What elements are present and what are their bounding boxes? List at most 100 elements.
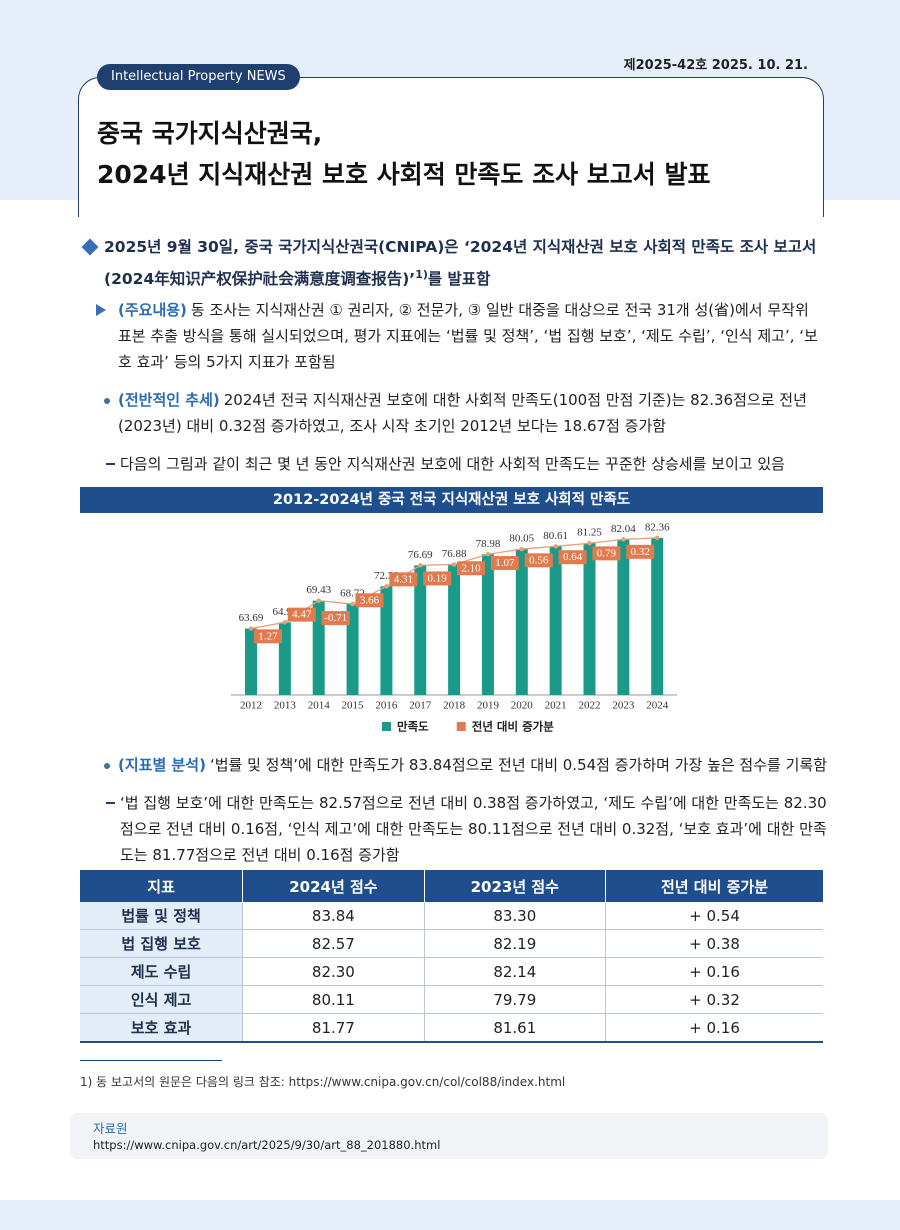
data-label: 76.69 xyxy=(408,549,433,561)
data-label: 78.98 xyxy=(476,538,501,550)
table-cell: 법 집행 보호 xyxy=(80,929,243,958)
bar xyxy=(380,586,393,695)
data-label: 76.88 xyxy=(442,548,467,560)
trend-point xyxy=(621,537,626,542)
table-row: 법률 및 정책 83.84 83.30 + 0.54 xyxy=(80,902,823,930)
bullet-item: (지표별 분석) ‘법률 및 정책’에 대한 만족도가 83.84점으로 전년 대… xyxy=(92,752,827,778)
table-cell: + 0.32 xyxy=(605,985,823,1014)
table-cell: 82.57 xyxy=(242,929,425,958)
bullet-item: (전반적인 추세) 2024년 전국 지식재산권 보호에 대한 사회적 만족도(1… xyxy=(92,387,827,439)
source-url: https://www.cnipa.gov.cn/art/2025/9/30/a… xyxy=(93,1138,441,1152)
legend-swatch xyxy=(456,722,466,731)
data-label: 82.04 xyxy=(611,523,636,535)
table-cell: 법률 및 정책 xyxy=(80,902,243,930)
increment-box xyxy=(423,571,452,586)
increment-label: 1.27 xyxy=(258,630,278,642)
bullet-text: 동 조사는 지식재산권 ① 권리자, ② 전문가, ③ 일반 대중을 대상으로 … xyxy=(118,301,818,371)
table-row: 인식 제고 80.11 79.79 + 0.32 xyxy=(80,985,823,1014)
data-label: 69.43 xyxy=(306,584,331,596)
trend-point xyxy=(248,626,254,631)
x-tick-label: 2015 xyxy=(342,700,365,712)
bar xyxy=(583,543,596,695)
column-header: 2024년 점수 xyxy=(242,870,425,902)
table-cell: 81.77 xyxy=(242,1013,425,1043)
bar xyxy=(346,604,359,695)
trend-point xyxy=(553,544,558,549)
increment-label: 4.31 xyxy=(394,573,413,585)
table-row: 제도 수립 82.30 82.14 + 0.16 xyxy=(80,957,823,986)
increment-box xyxy=(389,572,418,587)
trend-point xyxy=(587,541,592,546)
bullet-label: (주요내용) xyxy=(118,301,187,319)
bullet-marker xyxy=(96,304,106,316)
increment-box xyxy=(253,629,282,644)
increment-label: 0.56 xyxy=(529,554,549,566)
x-tick-label: 2021 xyxy=(545,700,567,712)
table-cell: + 0.54 xyxy=(605,902,823,930)
data-label: 63.69 xyxy=(239,612,264,624)
table-cell: 제도 수립 xyxy=(80,957,243,986)
x-tick-label: 2016 xyxy=(375,700,398,712)
increment-label: 0.32 xyxy=(631,546,650,558)
bullet-item: 다음의 그림과 같이 최근 몇 년 동안 지식재산권 보호에 대한 사회적 만족… xyxy=(92,451,827,477)
trend-point xyxy=(350,601,355,607)
table: 지표 2024년 점수 2023년 점수 전년 대비 증가분 법률 및 정책 83.84 8… xyxy=(80,870,823,1043)
issue-number: 제2025-42호 2025. 10. 21. xyxy=(623,58,808,73)
increment-label: 4.47 xyxy=(292,609,312,621)
x-tick-label: 2014 xyxy=(308,700,331,712)
bar xyxy=(515,549,528,695)
legend-label: 전년 대비 증가분 xyxy=(472,720,554,734)
legend-label: 만족도 xyxy=(397,720,429,734)
bar xyxy=(414,565,427,695)
trend-point xyxy=(485,552,491,557)
bullet-text: ‘법 집행 보호’에 대한 만족도는 82.57점으로 전년 대비 0.38점 … xyxy=(120,794,827,864)
x-tick-label: 2012 xyxy=(240,700,262,712)
column-header: 전년 대비 증가분 xyxy=(605,870,823,902)
lead-text: 2025년 9월 30일, 중국 국가지식산권국(CNIPA)은 ‘2024년 … xyxy=(104,238,817,289)
trend-point xyxy=(655,535,660,541)
data-label: 82.36 xyxy=(645,521,670,533)
bullet-item: (주요내용) 동 조사는 지식재산권 ① 권리자, ② 전문가, ③ 일반 대중을… xyxy=(92,297,827,375)
trend-point xyxy=(316,598,321,603)
lead-text: 를 발표함 xyxy=(427,270,491,289)
increment-box xyxy=(355,593,384,608)
increment-box xyxy=(524,553,553,568)
x-tick-label: 2017 xyxy=(409,700,432,712)
footer-band xyxy=(0,1200,900,1230)
table-cell: 82.30 xyxy=(242,957,425,986)
table-cell: + 0.16 xyxy=(605,1013,823,1043)
table-cell: 인식 제고 xyxy=(80,985,243,1014)
table-cell: 보호 효과 xyxy=(80,1013,243,1043)
table-cell: + 0.38 xyxy=(605,929,823,958)
source-label: 자료원 xyxy=(93,1121,128,1136)
trend-point xyxy=(519,546,524,552)
bullet-item: ‘법 집행 보호’에 대한 만족도는 82.57점으로 전년 대비 0.38점 … xyxy=(92,790,827,868)
table-row: 보호 효과 81.77 81.61 + 0.16 xyxy=(80,1013,823,1043)
table-cell: 82.14 xyxy=(423,957,606,986)
bullet-text: 다음의 그림과 같이 최근 몇 년 동안 지식재산권 보호에 대한 사회적 만족… xyxy=(120,455,785,473)
data-label: 81.25 xyxy=(577,527,602,539)
x-tick-label: 2024 xyxy=(646,700,669,712)
trend-point xyxy=(282,620,288,625)
increment-box xyxy=(490,556,519,571)
bullet-label: (전반적인 추세) xyxy=(118,391,220,409)
newsletter-badge: Intellectual Property NEWS xyxy=(97,64,300,90)
table-cell: 80.11 xyxy=(242,985,425,1014)
x-tick-label: 2020 xyxy=(511,700,534,712)
increment-label: 0.64 xyxy=(563,551,583,563)
bar xyxy=(448,564,461,695)
table-cell: 79.79 xyxy=(423,985,606,1014)
data-label: 80.05 xyxy=(509,533,534,545)
bar xyxy=(245,628,257,695)
bullet-text: 2024년 전국 지식재산권 보호에 대한 사회적 만족도(100점 만점 기준… xyxy=(118,391,807,435)
footnote-ref: 1) xyxy=(415,268,428,281)
bar xyxy=(549,546,562,695)
increment-label: 0.19 xyxy=(428,572,448,584)
table-cell: 83.30 xyxy=(423,902,606,930)
trend-point xyxy=(384,584,389,589)
increment-label: 0.79 xyxy=(597,547,617,559)
legend-swatch xyxy=(382,722,391,731)
x-tick-label: 2022 xyxy=(579,700,601,712)
bullet-label: (지표별 분석) xyxy=(118,756,206,774)
